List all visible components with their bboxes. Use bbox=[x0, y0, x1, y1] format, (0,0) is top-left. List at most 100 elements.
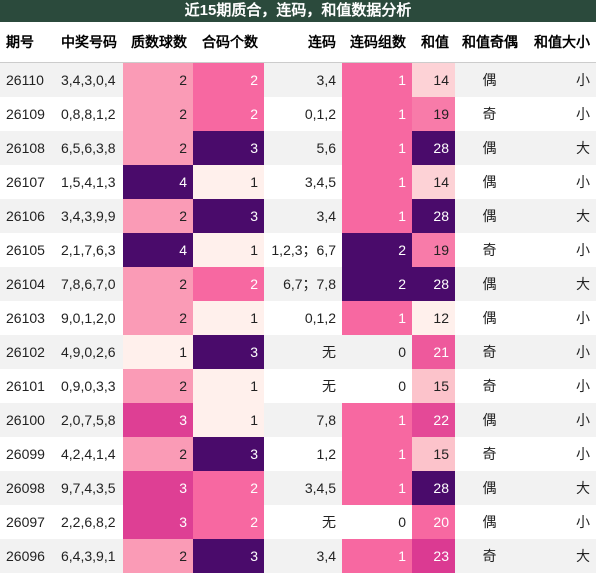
cell: 26099 bbox=[6, 446, 45, 462]
cell: 3,4 bbox=[264, 539, 342, 573]
cell: 3 bbox=[193, 437, 264, 471]
cell: 0,1,2 bbox=[304, 310, 336, 326]
cell: 6,5,6,3,8 bbox=[55, 131, 123, 165]
column-header: 和值大小 bbox=[524, 22, 596, 63]
cell: 26108 bbox=[0, 131, 55, 165]
cell: 5,6 bbox=[264, 131, 342, 165]
cell: 26105 bbox=[6, 242, 45, 258]
cell: 3 bbox=[123, 505, 193, 539]
cell: 28 bbox=[412, 267, 455, 301]
cell: 偶 bbox=[455, 471, 524, 505]
cell: 2,2,6,8,2 bbox=[61, 514, 116, 530]
cell: 奇 bbox=[482, 446, 497, 462]
cell: 小 bbox=[576, 378, 590, 394]
cell: 2 bbox=[123, 437, 193, 471]
cell: 小 bbox=[576, 310, 590, 326]
cell: 1 bbox=[342, 62, 412, 97]
cell: 1 bbox=[342, 131, 412, 165]
cell: 0 bbox=[398, 514, 406, 530]
cell: 奇 bbox=[455, 539, 524, 573]
cell: 奇 bbox=[455, 335, 524, 369]
cell: 1 bbox=[123, 335, 193, 369]
cell: 小 bbox=[576, 242, 590, 258]
cell: 7,8,6,7,0 bbox=[55, 267, 123, 301]
cell: 2 bbox=[123, 301, 193, 335]
cell: 偶 bbox=[455, 62, 524, 97]
cell: 4,9,0,2,6 bbox=[55, 335, 123, 369]
cell: 14 bbox=[412, 62, 455, 97]
cell: 2 bbox=[193, 267, 264, 301]
cell: 0,8,8,1,2 bbox=[61, 106, 116, 122]
cell: 2 bbox=[123, 62, 193, 97]
cell: 1 bbox=[193, 165, 264, 199]
cell: 21 bbox=[412, 335, 455, 369]
data-row: 26105 2,1,7,6,3 4 1 1,2,3；6,7 2 19 奇 小 bbox=[0, 233, 596, 267]
cell: 6,7；7,8 bbox=[264, 267, 342, 301]
cell: 3,4 bbox=[264, 62, 342, 97]
cell: 26110 bbox=[0, 62, 55, 97]
cell: 0 bbox=[342, 335, 412, 369]
cell: 小 bbox=[576, 446, 590, 462]
cell: 1 bbox=[342, 199, 412, 233]
cell: 大 bbox=[524, 199, 596, 233]
cell: 28 bbox=[412, 199, 455, 233]
data-row: 26101 0,9,0,3,3 2 1 无 0 15 奇 小 bbox=[0, 369, 596, 403]
data-row: 26102 4,9,0,2,6 1 3 无 0 21 奇小 bbox=[0, 335, 596, 369]
data-row: 26100 2,0,7,5,8 3 1 7,8 1 22 偶小 bbox=[0, 403, 596, 437]
cell: 2 bbox=[123, 199, 193, 233]
data-row: 26110 3,4,3,0,4 2 2 3,4 1 14 偶小 bbox=[0, 62, 596, 97]
cell: 小 bbox=[576, 514, 590, 530]
cell: 3,4,3,9,9 bbox=[55, 199, 123, 233]
cell: 3 bbox=[123, 471, 193, 505]
cell: 小 bbox=[576, 174, 590, 190]
cell: 1 bbox=[193, 301, 264, 335]
cell: 3 bbox=[193, 539, 264, 573]
cell: 15 bbox=[412, 369, 455, 403]
cell: 26104 bbox=[0, 267, 55, 301]
data-row: 26099 4,2,4,1,4 2 3 1,2 1 15 奇 小 bbox=[0, 437, 596, 471]
cell: 23 bbox=[412, 539, 455, 573]
cell: 偶 bbox=[455, 267, 524, 301]
cell: 1,5,4,1,3 bbox=[61, 174, 116, 190]
cell: 1 bbox=[342, 97, 412, 131]
cell: 小 bbox=[576, 106, 590, 122]
data-row: 26107 1,5,4,1,3 4 1 3,4,5 1 14 偶小 bbox=[0, 165, 596, 199]
cell: 1 bbox=[342, 471, 412, 505]
cell: 2,1,7,6,3 bbox=[61, 242, 116, 258]
cell: 2 bbox=[123, 267, 193, 301]
cell: 2,0,7,5,8 bbox=[55, 403, 123, 437]
column-header: 和值奇偶 bbox=[455, 22, 524, 63]
cell: 2 bbox=[193, 62, 264, 97]
cell: 4 bbox=[123, 233, 193, 267]
cell: 1 bbox=[342, 403, 412, 437]
cell: 28 bbox=[412, 131, 455, 165]
cell: 奇 bbox=[482, 242, 497, 258]
cell: 12 bbox=[412, 301, 455, 335]
cell: 15 bbox=[412, 437, 455, 471]
data-row: 26103 9,0,1,2,0 2 1 0,1,2 1 12 偶小 bbox=[0, 301, 596, 335]
cell: 3 bbox=[193, 131, 264, 165]
cell: 无 bbox=[322, 378, 336, 394]
cell: 偶 bbox=[455, 131, 524, 165]
cell: 2 bbox=[342, 233, 412, 267]
cell: 0,1,2 bbox=[304, 106, 336, 122]
cell: 26109 bbox=[6, 106, 45, 122]
cell: 无 bbox=[264, 335, 342, 369]
cell: 7,8 bbox=[264, 403, 342, 437]
cell: 1 bbox=[342, 301, 412, 335]
header-row: 期号 中奖号码 质数球数 合码个数 连码 连码组数 和值 和值奇偶 和值大小 bbox=[0, 22, 596, 63]
cell: 无 bbox=[322, 514, 336, 530]
cell: 19 bbox=[412, 233, 455, 267]
cell: 1,2,3；6,7 bbox=[271, 242, 336, 258]
cell: 1 bbox=[193, 403, 264, 437]
cell: 奇 bbox=[482, 378, 497, 394]
cell: 4 bbox=[123, 165, 193, 199]
cell: 2 bbox=[123, 539, 193, 573]
cell: 奇 bbox=[482, 106, 497, 122]
cell: 2 bbox=[193, 97, 264, 131]
cell: 9,0,1,2,0 bbox=[61, 310, 116, 326]
data-row: 26106 3,4,3,9,9 2 3 3,4 1 28 偶大 bbox=[0, 199, 596, 233]
cell: 3,4,3,0,4 bbox=[55, 62, 123, 97]
cell: 26100 bbox=[0, 403, 55, 437]
